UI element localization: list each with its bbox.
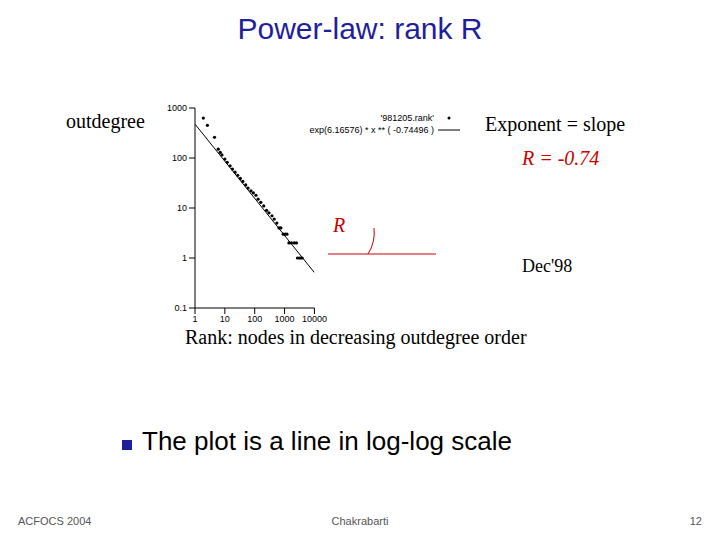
svg-text:1: 1 <box>192 314 197 324</box>
svg-text:10: 10 <box>220 314 230 324</box>
html-text:exp(6.16576) * x ** ( -0.74496: exp(6.16576) * x ** ( -0.74496 ) <box>309 125 434 135</box>
html-text:R: R <box>333 214 346 236</box>
html-text:Chakrabarti: Chakrabarti <box>331 515 389 527</box>
svg-text:1000: 1000 <box>275 314 295 324</box>
svg-text:1000: 1000 <box>167 103 187 113</box>
svg-text:10: 10 <box>177 203 187 213</box>
html-text:Exponent = slope: Exponent = slope <box>485 113 626 135</box>
html-text:'981205.rank': '981205.rank' <box>380 113 434 123</box>
html-text:Dec'98: Dec'98 <box>522 256 573 276</box>
html-text:outdegree: outdegree <box>66 110 145 132</box>
html-text:R = -0.74: R = -0.74 <box>522 147 600 169</box>
html-text:Rank: nodes in decreasing outd: Rank: nodes in decreasing outdegree orde… <box>185 326 527 348</box>
html-text:Power-law: rank R: Power-law: rank R <box>237 12 483 45</box>
svg-text:1: 1 <box>182 253 187 263</box>
svg-text:0.1: 0.1 <box>174 303 187 313</box>
svg-text:100: 100 <box>247 314 262 324</box>
svg-text:10000: 10000 <box>302 314 327 324</box>
html-text:The plot is a line in log-log: The plot is a line in log-log scale <box>142 426 512 456</box>
html-text:ACFOCS 2004: ACFOCS 2004 <box>18 515 92 527</box>
html-text:12: 12 <box>689 515 702 527</box>
svg-text:100: 100 <box>172 153 187 163</box>
